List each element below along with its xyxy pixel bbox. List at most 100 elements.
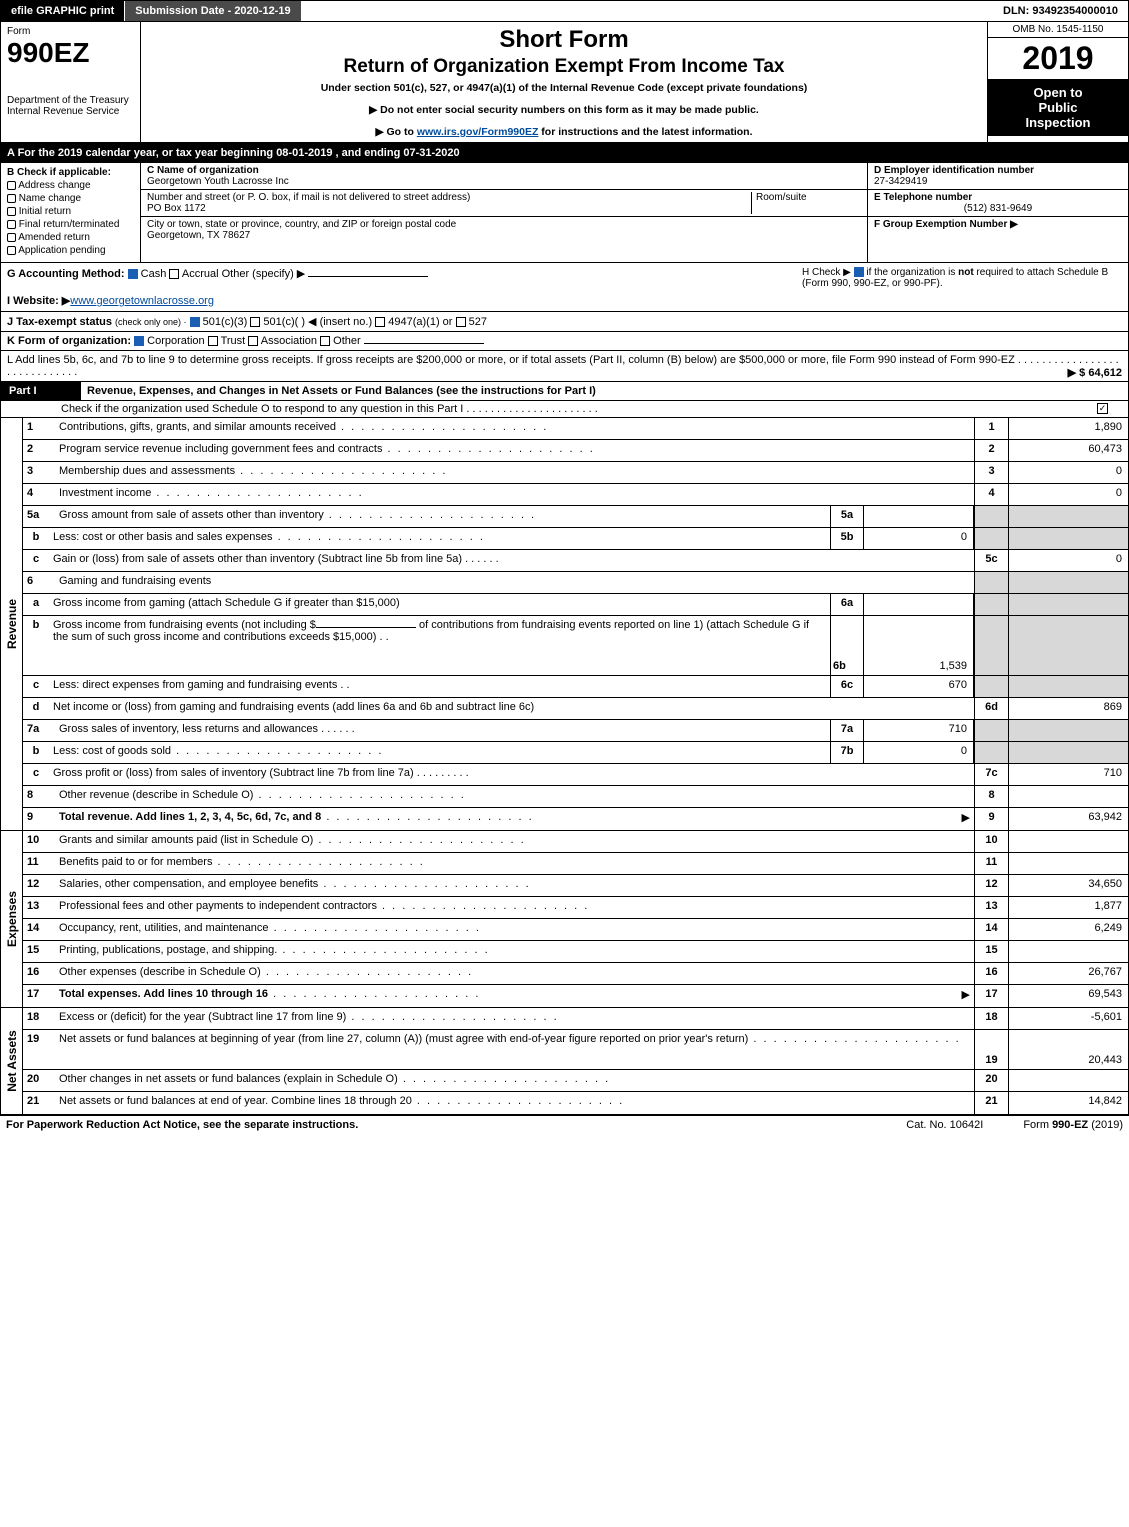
line-7a: 7aGross sales of inventory, less returns… [23,720,1128,742]
4947-checkbox[interactable] [375,317,385,327]
h-checkbox[interactable] [854,267,864,277]
corp-checkbox[interactable] [134,336,144,346]
efile-print-button[interactable]: efile GRAPHIC print [1,1,125,21]
ssn-warning: ▶ Do not enter social security numbers o… [149,104,979,116]
under-section: Under section 501(c), 527, or 4947(a)(1)… [149,82,979,94]
dln: DLN: 93492354000010 [993,1,1128,21]
open-line3: Inspection [992,115,1124,130]
short-form-title: Short Form [149,26,979,54]
tel: (512) 831-9649 [874,203,1122,214]
line-17: 17Total expenses. Add lines 10 through 1… [23,985,1128,1007]
chk-amended-return[interactable]: Amended return [7,232,134,243]
irs-link[interactable]: www.irs.gov/Form990EZ [417,126,539,138]
line-11: 11Benefits paid to or for members11 [23,853,1128,875]
irs-label: Internal Revenue Service [7,106,134,117]
l-amount: ▶ $ 64,612 [1068,366,1122,379]
other-org-checkbox[interactable] [320,336,330,346]
other-org-input[interactable] [364,343,484,344]
expenses-table: Expenses 10Grants and similar amounts pa… [0,831,1129,1008]
chk-name-change[interactable]: Name change [7,193,134,204]
j-row: J Tax-exempt status (check only one) · 5… [0,312,1129,332]
org-name-label: C Name of organization [147,165,861,176]
form-right-block: OMB No. 1545-1150 2019 Open to Public In… [988,22,1128,142]
form-header: Form 990EZ Department of the Treasury In… [0,22,1129,143]
revenue-side-label: Revenue [1,418,23,830]
open-line1: Open to [992,85,1124,100]
501c3-checkbox[interactable] [190,317,200,327]
section-b: B Check if applicable: Address change Na… [1,163,141,262]
schedule-o-row: Check if the organization used Schedule … [0,401,1129,418]
room-suite: Room/suite [751,192,861,214]
trust-checkbox[interactable] [208,336,218,346]
open-line2: Public [992,100,1124,115]
tel-label: E Telephone number [874,192,1122,203]
l-text: L Add lines 5b, 6c, and 7b to line 9 to … [7,354,1015,366]
line-3: 3Membership dues and assessments30 [23,462,1128,484]
line-20: 20Other changes in net assets or fund ba… [23,1070,1128,1092]
line-4: 4Investment income40 [23,484,1128,506]
dept-treasury: Department of the Treasury [7,95,134,106]
chk-initial-return[interactable]: Initial return [7,206,134,217]
omb-number: OMB No. 1545-1150 [988,22,1128,38]
section-c: C Name of organization Georgetown Youth … [141,163,868,262]
accounting-row: G Accounting Method: Cash Accrual Other … [0,263,1129,312]
527-checkbox[interactable] [456,317,466,327]
addr: PO Box 1172 [147,203,751,214]
cat-no: Cat. No. 10642I [866,1119,1023,1131]
line-5b: bLess: cost or other basis and sales exp… [23,528,1128,550]
part1-num: Part I [9,385,45,397]
line-9: 9Total revenue. Add lines 1, 2, 3, 4, 5c… [23,808,1128,830]
i-label: I Website: ▶ [7,295,70,307]
j-label: J Tax-exempt status [7,316,112,328]
other-specify-input[interactable] [308,276,428,277]
city: Georgetown, TX 78627 [147,230,861,241]
website-link[interactable]: www.georgetownlacrosse.org [70,295,214,307]
chk-final-return[interactable]: Final return/terminated [7,219,134,230]
tax-year: 2019 [988,38,1128,79]
line-12: 12Salaries, other compensation, and empl… [23,875,1128,897]
part1-header: Part I Revenue, Expenses, and Changes in… [0,382,1129,401]
line-19: 19Net assets or fund balances at beginni… [23,1030,1128,1070]
form-word: Form [7,26,134,37]
line-5a: 5aGross amount from sale of assets other… [23,506,1128,528]
ein: 27-3429419 [874,176,1122,187]
line-21: 21Net assets or fund balances at end of … [23,1092,1128,1114]
line-15: 15Printing, publications, postage, and s… [23,941,1128,963]
schedule-o-checkbox[interactable] [1097,403,1108,414]
netassets-table: Net Assets 18Excess or (deficit) for the… [0,1008,1129,1115]
k-label: K Form of organization: [7,335,131,347]
line-7c: cGross profit or (loss) from sales of in… [23,764,1128,786]
addr-label: Number and street (or P. O. box, if mail… [147,192,751,203]
line-6: 6Gaming and fundraising events [23,572,1128,594]
city-label: City or town, state or province, country… [147,219,861,230]
form-title-block: Short Form Return of Organization Exempt… [141,22,988,142]
other-label: Other (specify) ▶ [222,268,306,280]
line-8: 8Other revenue (describe in Schedule O)8 [23,786,1128,808]
line-13: 13Professional fees and other payments t… [23,897,1128,919]
part1-title: Revenue, Expenses, and Changes in Net As… [81,382,1128,400]
form-990ez: 990EZ [7,37,134,69]
accrual-checkbox[interactable] [169,269,179,279]
line-1: 1Contributions, gifts, grants, and simil… [23,418,1128,440]
paperwork-notice: For Paperwork Reduction Act Notice, see … [6,1119,866,1131]
chk-application-pending[interactable]: Application pending [7,245,134,256]
section-d: D Employer identification number 27-3429… [868,163,1128,262]
line-6d: dNet income or (loss) from gaming and fu… [23,698,1128,720]
top-bar: efile GRAPHIC print Submission Date - 20… [0,0,1129,22]
goto-post: for instructions and the latest informat… [538,126,752,138]
line-10: 10Grants and similar amounts paid (list … [23,831,1128,853]
accrual-label: Accrual [182,268,219,280]
goto-pre: ▶ Go to [376,126,417,138]
tax-year-row: A For the 2019 calendar year, or tax yea… [0,143,1129,163]
line-5c: cGain or (loss) from sale of assets othe… [23,550,1128,572]
form-page-ref: Form 990-EZ (2019) [1023,1119,1123,1131]
form-number-block: Form 990EZ Department of the Treasury In… [1,22,141,142]
h-check: H Check ▶ [802,267,851,278]
b-label: B Check if applicable: [7,167,134,178]
open-to-public: Open to Public Inspection [988,79,1128,136]
cash-checkbox[interactable] [128,269,138,279]
chk-address-change[interactable]: Address change [7,180,134,191]
assoc-checkbox[interactable] [248,336,258,346]
line-6a: aGross income from gaming (attach Schedu… [23,594,1128,616]
501c-checkbox[interactable] [250,317,260,327]
